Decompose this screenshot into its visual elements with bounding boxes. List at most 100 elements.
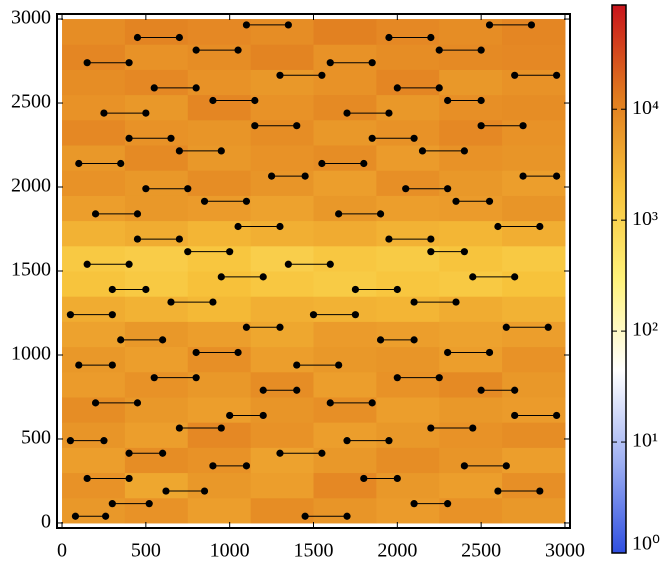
heatmap-cell — [439, 396, 503, 423]
heatmap-cell — [502, 94, 566, 121]
point — [410, 336, 418, 344]
point — [192, 374, 200, 382]
heatmap-cell — [439, 371, 503, 398]
y-tick-label: 500 — [21, 427, 51, 449]
colorbar-tick-label: 10² — [632, 319, 658, 341]
point — [293, 361, 301, 369]
heatmap-cell — [62, 346, 126, 373]
point — [393, 84, 401, 92]
heatmap-cell — [124, 497, 189, 524]
heatmap-cell — [187, 170, 252, 196]
y-tick-label: 1500 — [11, 259, 51, 281]
heatmap-cell — [124, 472, 189, 499]
point — [242, 21, 251, 29]
point — [142, 109, 150, 117]
point — [100, 437, 108, 445]
point — [167, 134, 175, 142]
point — [485, 197, 494, 205]
point — [435, 84, 443, 92]
heatmap-cell — [313, 44, 377, 70]
heatmap-cell — [502, 321, 566, 348]
heatmap-cell — [187, 220, 252, 247]
y-tick-label: 2500 — [11, 91, 51, 113]
heatmap-cell — [502, 296, 566, 322]
heatmap-cell — [376, 321, 440, 348]
point — [351, 311, 360, 319]
x-tick-label: 500 — [131, 540, 161, 562]
heatmap-cell — [313, 145, 377, 171]
point — [125, 449, 133, 457]
heatmap-cell — [313, 245, 377, 272]
point — [452, 197, 460, 205]
point — [335, 210, 343, 218]
point — [552, 172, 561, 180]
point — [444, 96, 452, 105]
point — [527, 21, 536, 29]
heatmap-cell — [187, 69, 252, 96]
heatmap-cell — [124, 396, 189, 423]
heatmap-cell — [502, 346, 566, 373]
heatmap-cell — [250, 145, 314, 171]
heatmap-cell — [62, 69, 126, 96]
point — [150, 84, 158, 92]
heatmap-cell — [313, 19, 377, 45]
point — [427, 424, 435, 432]
point — [427, 235, 435, 243]
point — [418, 147, 427, 155]
heatmap-cell — [376, 170, 440, 196]
x-tick-label: 0 — [57, 540, 67, 562]
point — [242, 323, 251, 331]
heatmap-cell — [439, 119, 503, 146]
point — [519, 172, 527, 180]
point — [402, 185, 410, 193]
point — [293, 386, 301, 394]
point — [284, 260, 292, 268]
heatmap-cell — [439, 170, 503, 196]
point — [83, 474, 91, 483]
point — [502, 323, 510, 331]
point — [159, 336, 167, 344]
heatmap-cell — [250, 119, 314, 146]
heatmap-cell — [250, 422, 314, 448]
point — [276, 323, 284, 331]
point — [460, 248, 468, 256]
point — [376, 210, 385, 218]
point — [544, 323, 552, 331]
heatmap-cell — [124, 94, 189, 121]
point — [460, 147, 468, 155]
heatmap-cell — [376, 94, 440, 121]
heatmap-cell — [376, 44, 440, 70]
point — [117, 159, 125, 168]
point — [234, 348, 242, 357]
point — [552, 71, 561, 79]
point — [343, 512, 351, 520]
heatmap-cell — [62, 422, 126, 448]
point — [485, 348, 494, 357]
heatmap-cell — [313, 472, 377, 499]
heatmap-cell — [62, 94, 126, 121]
point — [485, 21, 494, 29]
heatmap-cell — [439, 44, 503, 70]
point — [444, 185, 452, 193]
heatmap-cell — [376, 119, 440, 146]
point — [385, 437, 393, 445]
point — [184, 248, 192, 256]
heatmap-cell — [124, 170, 189, 196]
point — [133, 399, 142, 407]
heatmap-cell — [187, 296, 252, 322]
point — [108, 285, 116, 294]
heatmap-cell — [376, 371, 440, 398]
heatmap-cell — [439, 19, 503, 45]
point — [276, 222, 284, 231]
heatmap-cell — [62, 371, 126, 398]
y-tick-label: 3000 — [11, 7, 51, 29]
point — [511, 71, 519, 79]
point — [125, 134, 133, 142]
heatmap-cell — [313, 371, 377, 398]
heatmap-cell — [376, 346, 440, 373]
point — [469, 424, 477, 432]
heatmap-cell — [313, 346, 377, 373]
point — [368, 59, 376, 67]
heatmap-cell — [62, 195, 126, 222]
heatmap-cell — [62, 119, 126, 146]
